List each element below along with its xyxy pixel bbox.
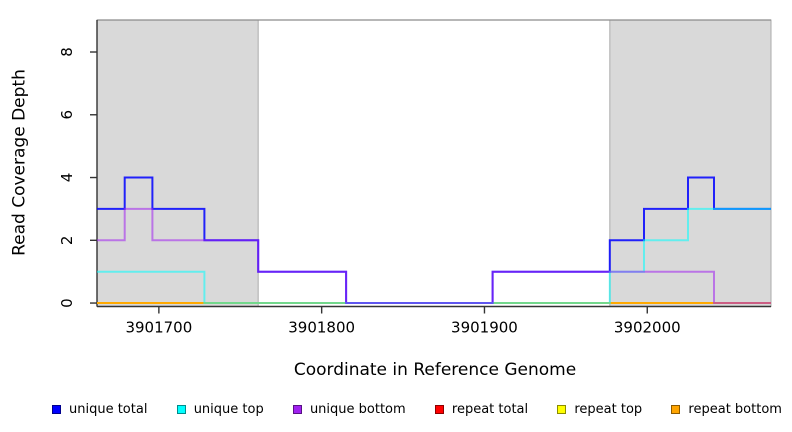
- x-tick-label: 3901800: [288, 319, 355, 337]
- legend-swatch-repeat-top: [557, 404, 567, 414]
- y-tick-label: 2: [58, 236, 76, 246]
- legend-swatch-unique-top: [176, 404, 186, 414]
- x-tick-label: 3901900: [451, 319, 518, 337]
- legend-swatch-repeat-bottom: [671, 404, 681, 414]
- axes: 0 2 4 6 8 3901700 3901800 3901900 3902000: [58, 47, 681, 336]
- y-tick-label: 6: [58, 110, 76, 120]
- legend-swatch-unique-bottom: [292, 404, 302, 414]
- legend-label-repeat-bottom: repeat bottom: [688, 401, 782, 417]
- x-axis-title: Coordinate in Reference Genome: [293, 360, 577, 380]
- plot-box: [96, 19, 771, 308]
- legend-label-unique-total: unique total: [69, 401, 148, 417]
- legend-item-unique-top: unique top: [176, 401, 264, 417]
- legend-item-repeat-bottom: repeat bottom: [671, 402, 782, 417]
- legend-swatch-repeat-total: [434, 404, 444, 414]
- left-gray-region: [96, 19, 259, 307]
- series-lines: [97, 176, 771, 304]
- y-tick-label: 0: [58, 298, 76, 308]
- legend-item-repeat-top: repeat top: [557, 402, 642, 417]
- legend-label-unique-bottom: unique bottom: [309, 401, 406, 417]
- legend-label-repeat-top: repeat top: [574, 401, 643, 417]
- legend-item-unique-bottom: unique bottom: [292, 401, 406, 417]
- series-line-unique-bottom: [97, 207, 771, 304]
- legend-item-unique-total: unique total: [52, 402, 147, 417]
- legend-item-repeat-total: repeat total: [434, 401, 529, 417]
- y-tick-label: 8: [58, 47, 76, 57]
- x-tick-label: 3901700: [125, 319, 192, 337]
- legend-label-unique-top: unique top: [193, 401, 264, 417]
- shaded-regions: [96, 19, 772, 307]
- right-gray-region: [609, 19, 772, 307]
- legend-label-repeat-total: repeat total: [451, 401, 529, 417]
- y-axis-title: Read Coverage Depth: [9, 69, 30, 256]
- legend-swatch-unique-total: [52, 404, 61, 414]
- x-tick-label: 3902000: [614, 319, 681, 337]
- y-tick-label: 4: [58, 173, 76, 183]
- legend: unique total unique top unique bottom repea…: [52, 399, 782, 419]
